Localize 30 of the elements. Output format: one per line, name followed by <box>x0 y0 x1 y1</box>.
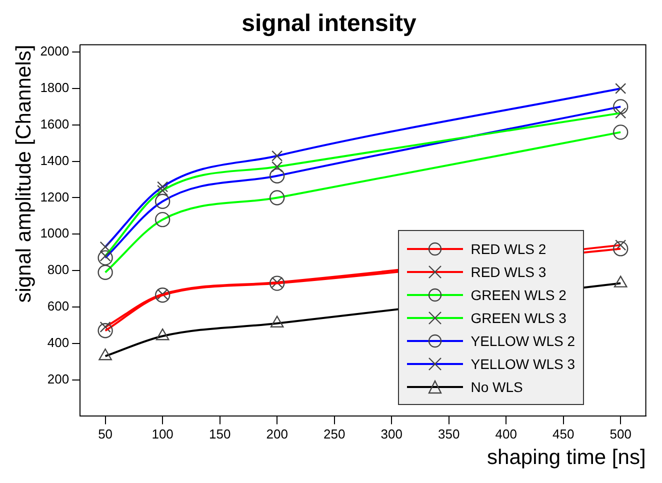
x-tick-label: 150 <box>208 426 231 442</box>
x-tick-label: 250 <box>323 426 346 442</box>
x-tick-label: 100 <box>152 426 174 442</box>
y-tick-label: 1200 <box>40 189 70 204</box>
x-axis-title: shaping time [ns] <box>487 446 646 470</box>
y-tick-label: 1600 <box>40 116 70 132</box>
legend-label: No WLS <box>470 378 523 394</box>
y-tick-label: 200 <box>47 371 70 386</box>
legend-label: GREEN WLS 2 <box>470 286 566 302</box>
x-tick-label: 50 <box>98 426 113 442</box>
chart-title: signal intensity <box>242 10 418 38</box>
y-tick-label: 600 <box>47 298 70 314</box>
x-tick-label: 400 <box>495 426 517 442</box>
legend-label: RED WLS 3 <box>470 264 546 280</box>
legend-label: GREEN WLS 3 <box>470 310 566 326</box>
legend-label: YELLOW WLS 3 <box>470 356 575 372</box>
y-tick-label: 1800 <box>40 80 70 96</box>
y-tick-label: 2000 <box>40 44 70 59</box>
y-axis-title: signal amplitude [Channels] <box>12 44 36 303</box>
x-tick-label: 200 <box>266 426 288 442</box>
y-tick-label: 800 <box>47 262 70 278</box>
legend-label: YELLOW WLS 2 <box>470 332 575 348</box>
y-tick-label: 1400 <box>40 152 70 168</box>
x-tick-label: 300 <box>380 426 402 442</box>
legend-label: RED WLS 2 <box>470 240 546 256</box>
y-tick-label: 400 <box>47 334 70 350</box>
x-tick-label: 450 <box>552 426 574 442</box>
x-tick-label: 350 <box>438 426 460 442</box>
x-tick-label: 500 <box>610 426 632 442</box>
y-tick-label: 1000 <box>40 226 70 241</box>
